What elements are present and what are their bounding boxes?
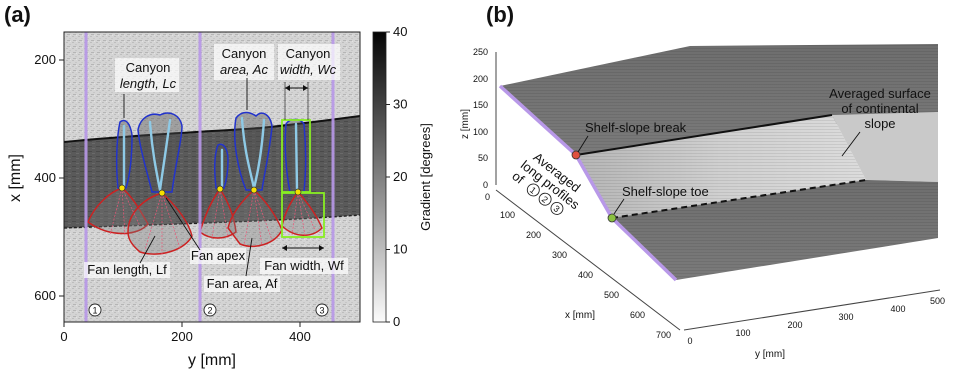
- x-tick-label: 0: [60, 329, 67, 344]
- averaged-long-profile: [498, 84, 678, 282]
- panel-a-axes: 0 200 400 200 400 600 y [mm] x [mm]: [7, 52, 311, 369]
- z-tick-label: 200: [473, 74, 488, 84]
- y-tick-label: 200: [787, 320, 802, 330]
- z-tick-label: 0: [483, 180, 488, 190]
- y-axis-label: y [mm]: [755, 349, 785, 360]
- canyon-outline: [137, 112, 183, 193]
- canyon-area-label: area, Ac: [220, 62, 268, 77]
- apex-point: [250, 186, 258, 194]
- avg-surface-label: Averaged surface: [829, 86, 931, 101]
- x-axis-label: y [mm]: [188, 352, 236, 369]
- canyon-area-label: Canyon: [222, 46, 267, 61]
- panel-a-label: (a): [4, 2, 31, 27]
- fans: [87, 187, 323, 255]
- profile-marker-label: 1: [92, 306, 97, 316]
- z-tick-label: 100: [473, 127, 488, 137]
- x-axis-label: x [mm]: [565, 310, 595, 321]
- panel-b-surface: [498, 44, 938, 282]
- colorbar-tick: 0: [393, 314, 400, 329]
- canyon-length-label: Canyon: [126, 60, 171, 75]
- shelf-toe-line: [611, 179, 867, 219]
- x-tick-label: 300: [552, 250, 567, 260]
- profile-marker-label: 1: [528, 185, 538, 196]
- fan-area-label: Fan area, Af: [207, 276, 278, 291]
- z-tick-label: 50: [478, 153, 488, 163]
- x-tick-label: 700: [656, 330, 671, 340]
- fan-width-label: Fan width, Wf: [264, 258, 344, 273]
- profile-marker-label: 3: [319, 306, 324, 316]
- fan-outline: [87, 187, 149, 235]
- x-tick-label: 100: [500, 210, 515, 220]
- panel-b-axes: 0 50 100 150 200 250 z [mm] 0 100 200 30…: [460, 47, 945, 360]
- avg-surface-label: of continental: [841, 101, 918, 116]
- colorbar: 40 30 20 10 0 Gradient [degrees]: [372, 24, 433, 329]
- fan-apex-label: Fan apex: [191, 248, 246, 263]
- profile-marker-label: 3: [552, 203, 562, 214]
- fan-length-label: Fan length, Lf: [87, 262, 167, 277]
- panel-a-map: 1 2 3 Canyon length, Lc Canyon area, Ac …: [63, 31, 361, 323]
- y-tick-label: 400: [890, 304, 905, 314]
- y-tick-label: 400: [34, 170, 56, 185]
- apex-point: [294, 188, 302, 196]
- colorbar-ramp: [372, 31, 387, 323]
- x-tick-label: 500: [604, 290, 619, 300]
- canyon-width-label: width, Wc: [280, 62, 337, 77]
- y-tick-label: 500: [930, 296, 945, 306]
- shelf-break-label: Shelf-slope break: [585, 120, 687, 135]
- fan-outline: [281, 190, 323, 236]
- thalweg-lines: [122, 116, 299, 192]
- colorbar-tick: 40: [393, 24, 407, 39]
- profile-markers: 1 2 3: [88, 303, 329, 317]
- avg-surface-label: slope: [864, 116, 895, 131]
- y-tick-label: 600: [34, 288, 56, 303]
- y-tick-label: 0: [687, 336, 692, 346]
- fan-outline: [227, 188, 283, 248]
- fan-width-box: [281, 192, 325, 238]
- shelf-edge-line: [63, 115, 361, 143]
- colorbar-tick: 20: [393, 169, 407, 184]
- x-tick-label: 0: [485, 192, 490, 202]
- canyons: [115, 111, 307, 193]
- apex-point: [118, 184, 126, 192]
- panel-a-annotations: Canyon length, Lc Canyon area, Ac Canyon…: [84, 44, 348, 292]
- continental-slope-band: [64, 116, 360, 228]
- colorbar-label: Gradient [degrees]: [418, 123, 433, 231]
- x-tick-label: 400: [578, 270, 593, 280]
- y-tick-label: 100: [735, 328, 750, 338]
- colorbar-tick: 30: [393, 97, 407, 112]
- fan-outline: [127, 192, 193, 255]
- shelf-toe-point: [607, 213, 617, 223]
- z-axis-label: z [mm]: [460, 109, 471, 139]
- canyon-length-label: length, Lc: [120, 76, 177, 91]
- panel-b-label: (b): [486, 2, 514, 27]
- x-tick-label: 200: [526, 230, 541, 240]
- fan-apex-points: [118, 184, 302, 197]
- x-tick-label: 400: [289, 329, 311, 344]
- shelf-toe-label: Shelf-slope toe: [622, 184, 709, 199]
- shelf-break-line: [575, 114, 833, 156]
- shelf-break-point: [571, 150, 581, 160]
- profile-marker-label: 2: [540, 194, 550, 205]
- x-tick-label: 200: [171, 329, 193, 344]
- x-tick-label: 600: [630, 310, 645, 320]
- y-tick-label: 200: [34, 52, 56, 67]
- apex-point: [216, 185, 224, 193]
- z-tick-label: 150: [473, 100, 488, 110]
- z-tick-label: 250: [473, 47, 488, 57]
- canyon-width-label: Canyon: [286, 46, 331, 61]
- map-frame: [63, 31, 361, 323]
- y-axis-label: x [mm]: [7, 154, 24, 202]
- apex-point: [158, 189, 166, 197]
- fan-outline: [199, 187, 237, 239]
- y-tick-label: 300: [838, 312, 853, 322]
- profile-marker-label: 2: [207, 306, 212, 316]
- colorbar-tick: 10: [393, 242, 407, 257]
